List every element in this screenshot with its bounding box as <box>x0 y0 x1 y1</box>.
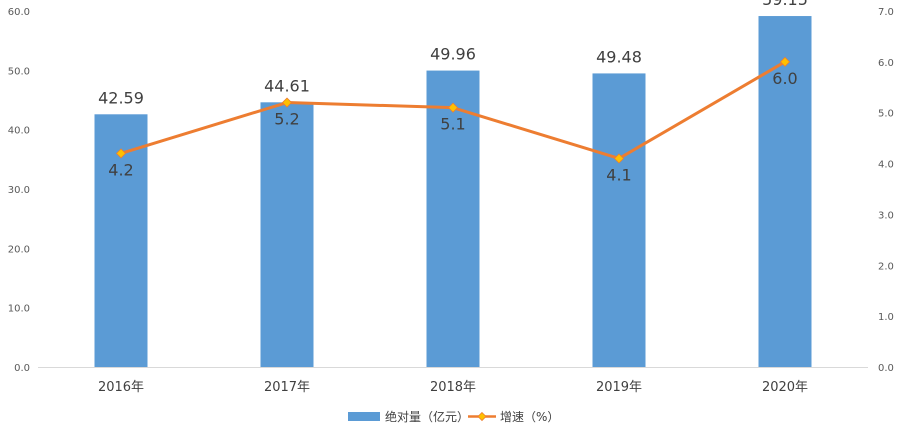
legend-marker-line <box>477 411 487 422</box>
y-left-tick-label: 20.0 <box>8 244 30 255</box>
line-point-marker <box>779 56 791 67</box>
y-right-tick-label: 3.0 <box>878 210 894 221</box>
x-tick-label: 2020年 <box>762 380 808 395</box>
data-labels-group: 42.59 44.61 49.96 49.48 59.15 4.2 5.2 5.1 4.1 6.0 <box>98 0 808 184</box>
bar-value-label: 49.96 <box>430 45 476 64</box>
y-right-tick-label: 0.0 <box>878 363 894 374</box>
bar <box>592 73 646 367</box>
bar-value-label: 59.15 <box>762 0 808 9</box>
line-point-marker <box>115 148 127 159</box>
y-right-tick-label: 4.0 <box>878 160 894 171</box>
bar <box>260 102 314 368</box>
y-right-tick-label: 6.0 <box>878 58 894 69</box>
x-tick-label: 2019年 <box>596 380 642 395</box>
line-value-label: 5.1 <box>440 115 465 134</box>
y-left-tick-label: 0.0 <box>14 363 30 374</box>
y-right-tick-label: 7.0 <box>878 7 894 18</box>
legend-swatch-bar <box>348 412 380 421</box>
y-left-tick-label: 30.0 <box>8 185 30 196</box>
y-left-tick-label: 10.0 <box>8 304 30 315</box>
y-right-tick-label: 5.0 <box>878 109 894 120</box>
y-right-tick-label: 2.0 <box>878 261 894 272</box>
line-point-marker <box>447 102 459 113</box>
line-value-label: 4.1 <box>606 165 631 184</box>
axes-group: 0.0 10.0 20.0 30.0 40.0 50.0 60.0 0.0 1.0 2.0 3.0 4… <box>8 7 894 395</box>
y-left-tick-label: 60.0 <box>8 7 30 18</box>
line-value-label: 6.0 <box>772 69 797 88</box>
x-tick-label: 2018年 <box>430 380 476 395</box>
y-left-tick-label: 50.0 <box>8 66 30 77</box>
legend-label-line: 增速（%） <box>500 410 559 424</box>
line-value-label: 5.2 <box>274 110 299 129</box>
bars-group <box>94 16 812 368</box>
y-right-tick-label: 1.0 <box>878 312 894 323</box>
line-point-marker <box>613 153 625 164</box>
bar <box>758 16 812 367</box>
line-group <box>115 56 791 164</box>
legend-label-bar: 绝对量（亿元） <box>385 409 469 424</box>
y-left-tick-label: 40.0 <box>8 126 30 137</box>
x-tick-label: 2017年 <box>264 380 310 395</box>
x-tick-label: 2016年 <box>98 380 144 395</box>
bar <box>426 70 480 367</box>
legend: 绝对量（亿元） 增速（%） <box>348 409 559 424</box>
line-value-label: 4.2 <box>108 160 133 179</box>
bar-value-label: 42.59 <box>98 88 144 107</box>
bar-value-label: 44.61 <box>264 76 310 95</box>
line-point-marker <box>281 97 293 108</box>
bar-value-label: 49.48 <box>596 47 642 66</box>
